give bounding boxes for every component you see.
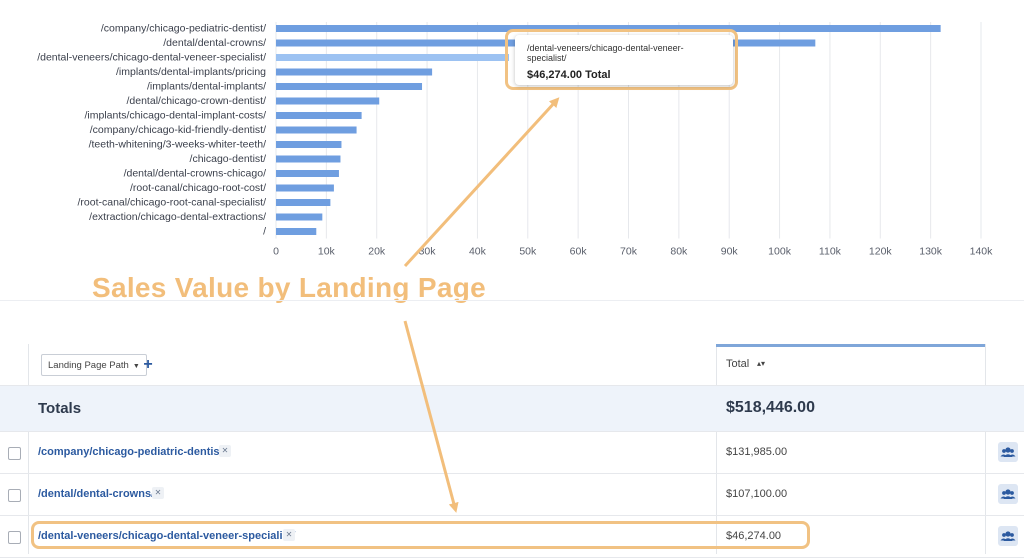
row-total-value: $131,985.00 bbox=[726, 446, 788, 458]
caret-down-icon: ▼ bbox=[132, 363, 140, 370]
remove-filter-icon[interactable]: ✕ bbox=[283, 529, 295, 541]
users-icon[interactable] bbox=[998, 484, 1018, 504]
category-label: /implants/dental-implants/pricing bbox=[116, 66, 266, 78]
total-column-header[interactable]: Total bbox=[726, 358, 750, 370]
row-total-value: $46,274.00 bbox=[726, 530, 782, 542]
x-tick-label: 130k bbox=[919, 246, 943, 258]
table-row: /company/chicago-pediatric-dentist/ ✕ $1… bbox=[0, 432, 1024, 474]
bar[interactable] bbox=[276, 112, 362, 119]
category-label: /company/chicago-kid-friendly-dentist/ bbox=[90, 124, 266, 136]
row-checkbox[interactable] bbox=[8, 447, 21, 460]
table-header-row: Landing Page Path ▼ + Total ▴▾ bbox=[0, 344, 1024, 386]
x-tick-label: 50k bbox=[519, 246, 537, 258]
tooltip-value: $46,274.00 Total bbox=[527, 69, 611, 81]
category-label: /dental/dental-crowns/ bbox=[163, 37, 266, 49]
bar[interactable] bbox=[276, 126, 357, 134]
total-column-accent bbox=[716, 344, 985, 347]
users-icon[interactable] bbox=[998, 442, 1018, 462]
row-path-link[interactable]: /dental/dental-crowns/ bbox=[38, 488, 155, 500]
chart-tooltip: /dental-veneers/chicago-dental-veneer-sp… bbox=[515, 35, 733, 85]
row-total-value: $107,100.00 bbox=[726, 488, 788, 500]
category-label: /implants/dental-implants/ bbox=[147, 81, 266, 93]
x-tick-label: 80k bbox=[670, 246, 688, 258]
x-tick-label: 40k bbox=[469, 246, 487, 258]
bar[interactable] bbox=[276, 228, 317, 235]
tooltip-highlight-box bbox=[505, 29, 738, 90]
category-label: /dental/dental-crowns-chicago/ bbox=[124, 168, 266, 180]
remove-filter-icon[interactable]: ✕ bbox=[219, 445, 231, 457]
x-tick-label: 60k bbox=[570, 246, 588, 258]
add-dimension-button[interactable]: + bbox=[143, 356, 153, 373]
row-path-link[interactable]: /dental-veneers/chicago-dental-veneer-sp… bbox=[38, 530, 296, 542]
annotation-title: Sales Value by Landing Page bbox=[92, 272, 487, 303]
x-tick-label: 140k bbox=[970, 246, 994, 258]
totals-label: Totals bbox=[38, 400, 82, 417]
x-tick-label: 120k bbox=[869, 246, 893, 258]
category-label: /company/chicago-pediatric-dentist/ bbox=[101, 23, 266, 35]
bar[interactable] bbox=[276, 97, 380, 105]
bar[interactable] bbox=[276, 199, 331, 206]
x-tick-label: 100k bbox=[768, 246, 792, 258]
users-icon[interactable] bbox=[998, 526, 1018, 546]
row-checkbox[interactable] bbox=[8, 489, 21, 502]
sort-icon[interactable]: ▴▾ bbox=[757, 359, 766, 368]
bar[interactable] bbox=[276, 83, 423, 90]
tooltip-path: /dental-veneers/chicago-dental-veneer-sp… bbox=[527, 43, 684, 63]
category-label: /dental/chicago-crown-dentist/ bbox=[127, 95, 267, 107]
dimension-dropdown-label: Landing Page Path bbox=[48, 360, 129, 371]
remove-filter-icon[interactable]: ✕ bbox=[152, 487, 164, 499]
column-divider bbox=[28, 344, 29, 554]
category-label: /teeth-whitening/3-weeks-whiter-teeth/ bbox=[89, 139, 267, 151]
column-divider bbox=[716, 344, 717, 554]
x-tick-label: 10k bbox=[318, 246, 336, 258]
bar[interactable] bbox=[276, 184, 334, 192]
column-divider bbox=[985, 344, 986, 554]
category-label: /dental-veneers/chicago-dental-veneer-sp… bbox=[37, 52, 266, 64]
row-highlight-box bbox=[31, 521, 810, 549]
bar[interactable] bbox=[276, 141, 342, 148]
x-tick-label: 0 bbox=[273, 246, 279, 258]
table-row: /dental/dental-crowns/ ✕ $107,100.00 bbox=[0, 474, 1024, 516]
bar[interactable] bbox=[276, 68, 433, 76]
bar[interactable] bbox=[276, 155, 341, 163]
row-path-link[interactable]: /company/chicago-pediatric-dentist/ bbox=[38, 446, 227, 458]
x-tick-label: 70k bbox=[620, 246, 638, 258]
x-tick-label: 30k bbox=[419, 246, 437, 258]
bar[interactable] bbox=[276, 25, 941, 32]
category-label: / bbox=[263, 226, 266, 238]
x-tick-label: 20k bbox=[368, 246, 386, 258]
row-checkbox[interactable] bbox=[8, 531, 21, 544]
category-label: /implants/chicago-dental-implant-costs/ bbox=[85, 110, 267, 122]
x-tick-label: 90k bbox=[721, 246, 739, 258]
dimension-dropdown[interactable]: Landing Page Path ▼ bbox=[41, 354, 147, 376]
section-divider bbox=[0, 300, 1024, 301]
category-label: /root-canal/chicago-root-canal-specialis… bbox=[77, 197, 266, 209]
x-tick-label: 110k bbox=[819, 246, 842, 258]
bar[interactable] bbox=[276, 170, 339, 177]
totals-row: Totals $518,446.00 bbox=[0, 386, 1024, 432]
category-label: /chicago-dentist/ bbox=[190, 153, 267, 165]
bar[interactable] bbox=[276, 213, 323, 221]
totals-value: $518,446.00 bbox=[726, 399, 815, 416]
category-label: /extraction/chicago-dental-extractions/ bbox=[89, 211, 266, 223]
category-label: /root-canal/chicago-root-cost/ bbox=[130, 182, 266, 194]
bar[interactable] bbox=[276, 54, 510, 61]
